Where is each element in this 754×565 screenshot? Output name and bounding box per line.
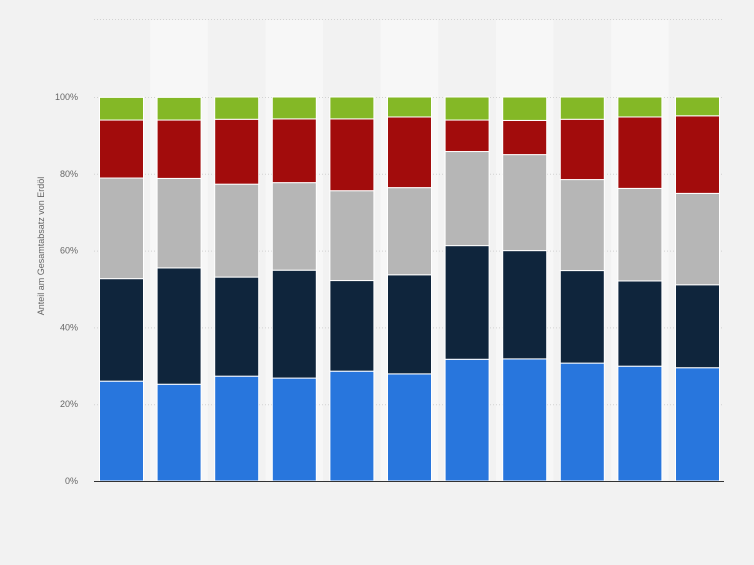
bar-segment[interactable]	[214, 276, 260, 377]
bar-segment[interactable]	[271, 96, 317, 120]
bar-segment[interactable]	[675, 192, 720, 286]
bar-segment[interactable]	[214, 118, 260, 185]
bar-segment[interactable]	[387, 116, 432, 189]
bar-segment[interactable]	[559, 270, 605, 364]
bar-segment[interactable]	[156, 267, 202, 385]
bar-segment[interactable]	[675, 96, 720, 117]
bar-segment[interactable]	[387, 274, 432, 375]
bar-segment[interactable]	[99, 119, 144, 179]
bar-segment[interactable]	[559, 118, 605, 181]
bar-segment[interactable]	[387, 187, 432, 276]
bar-segment[interactable]	[444, 151, 490, 247]
y-tick-label: 40%	[60, 322, 78, 332]
bar-segment[interactable]	[502, 119, 548, 156]
bar-segment[interactable]	[99, 177, 144, 280]
bar-segment[interactable]	[156, 383, 202, 482]
bar-segment[interactable]	[156, 96, 202, 121]
bar-segment[interactable]	[444, 96, 490, 121]
bar-segment[interactable]	[617, 365, 663, 482]
bar-segment[interactable]	[502, 154, 548, 252]
y-tick-label: 80%	[60, 169, 78, 179]
bar-segment[interactable]	[387, 373, 432, 482]
bar-segment[interactable]	[329, 190, 375, 282]
bar-segment[interactable]	[271, 269, 317, 379]
bar-segment[interactable]	[329, 280, 375, 372]
bar-segment[interactable]	[271, 377, 317, 482]
bar-segment[interactable]	[502, 96, 548, 121]
bar-segment[interactable]	[214, 183, 260, 278]
bar-segment[interactable]	[444, 245, 490, 360]
bar-segment[interactable]	[444, 119, 490, 153]
bar-segment[interactable]	[502, 358, 548, 482]
bar-segment[interactable]	[214, 375, 260, 482]
bar-segment[interactable]	[156, 119, 202, 179]
bar-segment[interactable]	[99, 278, 144, 382]
bar-segment[interactable]	[617, 96, 663, 118]
bar-segment[interactable]	[617, 116, 663, 189]
bar-segment[interactable]	[559, 179, 605, 272]
y-tick-label: 60%	[60, 246, 78, 256]
bar-segment[interactable]	[99, 96, 144, 121]
bar-segment[interactable]	[559, 96, 605, 120]
bar-segment[interactable]	[156, 177, 202, 269]
bars	[99, 96, 720, 482]
bar-segment[interactable]	[675, 367, 720, 482]
bar-segment[interactable]	[617, 280, 663, 367]
bar-segment[interactable]	[329, 370, 375, 482]
bar-segment[interactable]	[329, 96, 375, 120]
y-tick-labels: 0% 20% 40% 60% 80% 100%	[55, 92, 78, 486]
y-tick-label: 20%	[60, 399, 78, 409]
bar-segment[interactable]	[559, 362, 605, 482]
bar-segment[interactable]	[502, 250, 548, 360]
bar-segment[interactable]	[387, 96, 432, 118]
bar-segment[interactable]	[271, 118, 317, 184]
bar-segment[interactable]	[675, 115, 720, 194]
y-tick-label: 100%	[55, 92, 78, 102]
y-axis-label: Anteil am Gesamtabsatz von Erdöl	[36, 177, 46, 316]
y-tick-label: 0%	[65, 476, 78, 486]
bar-segment[interactable]	[329, 118, 375, 192]
bar-segment[interactable]	[675, 284, 720, 369]
bar-segment[interactable]	[99, 380, 144, 482]
bar-segment[interactable]	[214, 96, 260, 120]
bar-segment[interactable]	[444, 358, 490, 482]
bar-segment[interactable]	[617, 187, 663, 282]
bar-segment[interactable]	[271, 182, 317, 271]
